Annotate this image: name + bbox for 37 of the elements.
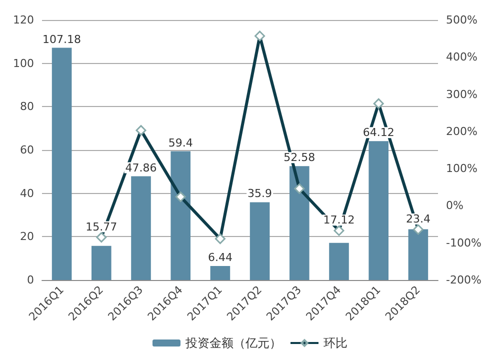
- y2-tick-label: 0%: [446, 199, 464, 212]
- data-label: 47.86: [125, 161, 157, 174]
- y2-tick-label: -200%: [446, 274, 482, 286]
- data-label: 15.77: [86, 220, 118, 234]
- y-tick-label: 100: [13, 56, 34, 70]
- legend-label: 环比: [324, 336, 348, 350]
- data-label: 17.12: [323, 214, 355, 227]
- y2-tick-label: -100%: [446, 236, 482, 250]
- bar: [131, 176, 151, 280]
- y2-tick-label: 200%: [446, 124, 478, 138]
- y-tick-label: 0: [27, 274, 34, 286]
- bar: [52, 48, 72, 280]
- bar: [290, 166, 310, 280]
- data-label: 64.12: [362, 126, 394, 140]
- data-label: 107.18: [42, 32, 82, 46]
- data-label: 23.4: [406, 212, 430, 226]
- y-tick-label: 40: [20, 186, 34, 200]
- bar: [368, 141, 388, 280]
- data-label: 35.9: [248, 187, 272, 200]
- y2-tick-label: 500%: [446, 14, 478, 26]
- data-label: 59.4: [168, 136, 193, 150]
- bar: [408, 229, 428, 280]
- y-tick-label: 80: [20, 100, 34, 114]
- y2-tick-label: 300%: [446, 88, 478, 101]
- data-label: 52.58: [284, 151, 316, 164]
- y2-tick-label: 100%: [446, 162, 478, 176]
- y-tick-label: 60: [20, 144, 34, 156]
- bar: [329, 242, 349, 280]
- legend-label: 投资金额（亿元）: [184, 336, 282, 350]
- y-tick-label: 120: [13, 14, 34, 26]
- bar: [170, 151, 190, 280]
- data-label: 6.44: [208, 251, 232, 264]
- bar: [250, 202, 270, 280]
- bar: [210, 266, 230, 280]
- y2-tick-label: 400%: [446, 50, 478, 64]
- y-tick-label: 20: [20, 230, 34, 244]
- bar: [92, 246, 112, 280]
